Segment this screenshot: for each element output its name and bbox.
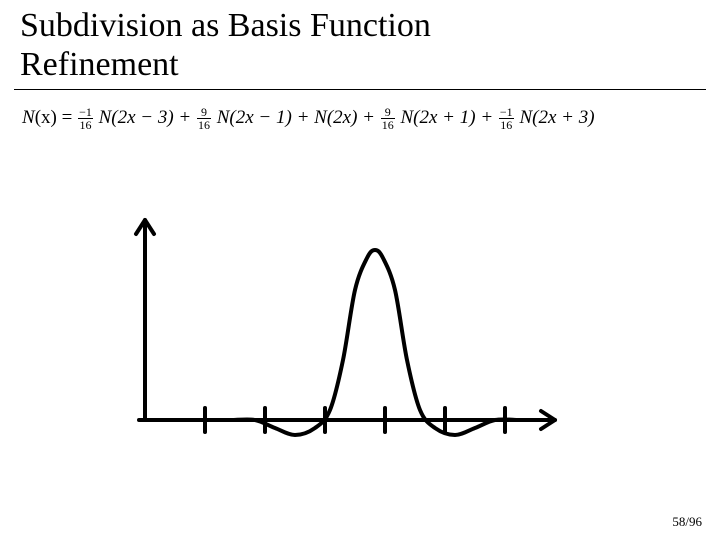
- refinement-equation: N(x) = −116 N(2x − 3) + 916 N(2x − 1) + …: [22, 106, 595, 131]
- title-line-2: Refinement: [20, 46, 179, 83]
- basis-function-chart: [115, 210, 585, 460]
- eq-term-5: N(2x + 3): [515, 107, 595, 128]
- slide-title: Subdivision as Basis Function Refinement: [20, 6, 431, 84]
- page-number: 58/96: [672, 514, 702, 530]
- eq-term-3: N(2x) +: [314, 107, 380, 128]
- eq-coef-1: −116: [78, 106, 93, 131]
- eq-term-1: N(2x − 3) +: [94, 107, 196, 128]
- eq-x: (x): [35, 107, 57, 128]
- eq-coef-5: −116: [499, 106, 514, 131]
- eq-N: N: [22, 107, 35, 128]
- title-underline: [14, 89, 706, 90]
- title-line-1: Subdivision as Basis Function: [20, 7, 431, 44]
- eq-term-4: N(2x + 1) +: [396, 107, 498, 128]
- eq-eq: =: [57, 107, 77, 128]
- eq-coef-4: 916: [381, 106, 395, 131]
- eq-term-2: N(2x − 1) +: [212, 107, 314, 128]
- eq-coef-2: 916: [197, 106, 211, 131]
